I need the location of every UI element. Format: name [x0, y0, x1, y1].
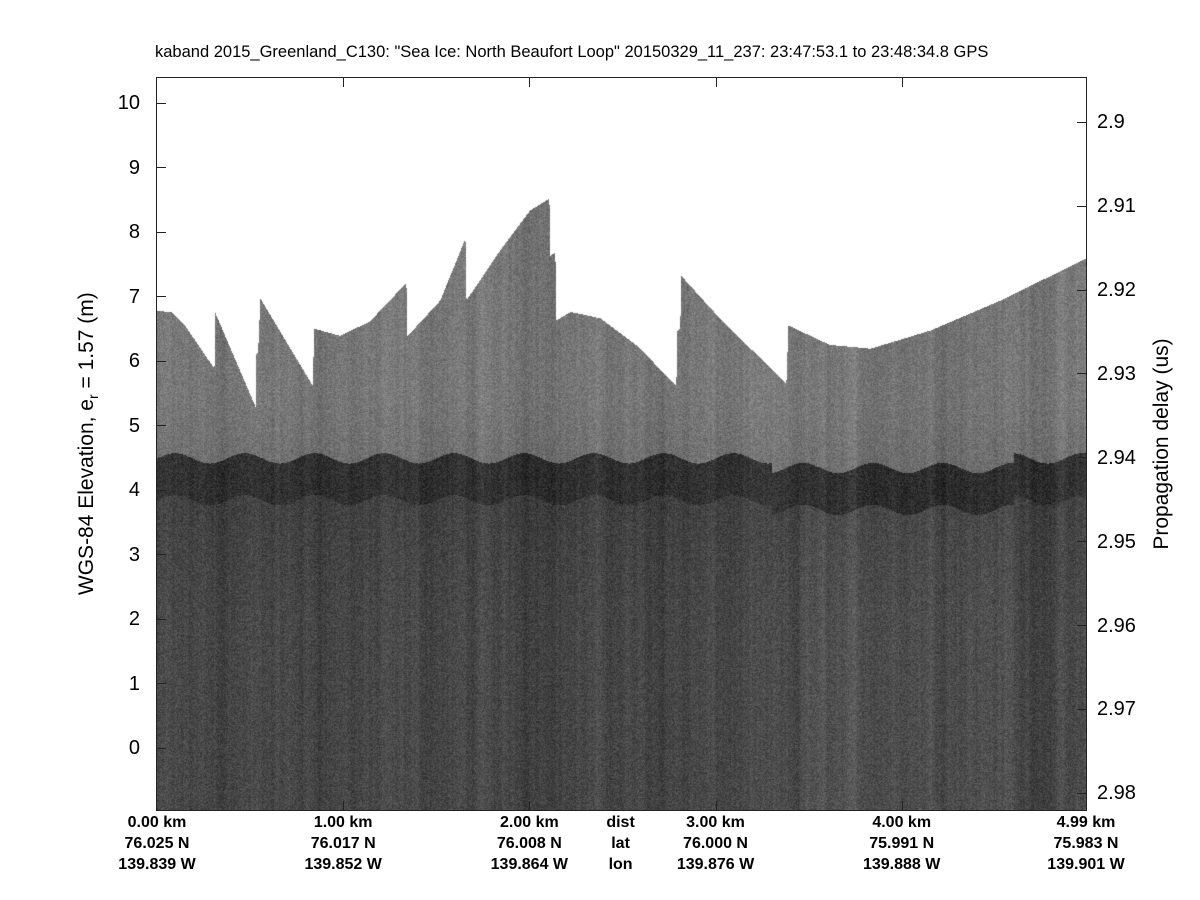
y-tick — [157, 231, 166, 233]
x-label-lat: 76.025 N — [124, 835, 190, 852]
x-label-lat: 76.000 N — [683, 835, 748, 852]
y2-tick-label: 2.96 — [1097, 614, 1136, 637]
y-tick-label: 4 — [128, 479, 140, 502]
y2-tick — [1077, 205, 1086, 207]
x-label-dist: 4.00 km — [872, 814, 932, 831]
x-label-lon: 139.864 W — [490, 856, 569, 873]
y-tick — [157, 425, 166, 427]
y-axis-label-subscript: r — [85, 394, 102, 399]
x-label-dist: 1.00 km — [313, 814, 373, 831]
y-axis-label: WGS-84 Elevation, er = 1.57 (m) — [74, 292, 102, 596]
y2-tick-label: 2.93 — [1097, 362, 1136, 385]
y-tick-label: 0 — [128, 737, 140, 760]
y-tick-label: 1 — [128, 672, 140, 695]
x-label-lon: 139.901 W — [1047, 856, 1125, 873]
y-tick-label: 6 — [128, 350, 140, 373]
y2-tick-label: 2.92 — [1097, 279, 1136, 302]
y-tick — [157, 489, 166, 491]
x-tick-top — [901, 78, 903, 87]
x-label-lon: 139.852 W — [304, 856, 382, 873]
x-label-column: 3.00 km 76.000 N 139.876 W — [646, 812, 786, 875]
chart-title: kaband 2015_Greenland_C130: "Sea Ice: No… — [155, 43, 989, 61]
y2-tick — [1077, 541, 1086, 543]
x-label-column: 0.00 km 76.025 N 139.839 W — [87, 812, 227, 875]
y2-tick — [1077, 625, 1086, 627]
x-tick-top — [715, 78, 717, 87]
y-tick-label: 3 — [128, 543, 140, 566]
x-label-dist: 2.00 km — [499, 814, 559, 831]
x-label-column: dist lat lon — [551, 812, 691, 875]
echogram-image — [157, 78, 1086, 810]
y-tick-label: 8 — [128, 221, 140, 244]
y2-tick — [1077, 121, 1086, 123]
y-tick-label: 9 — [128, 156, 140, 179]
y-axis-label-suffix: = 1.57 (m) — [74, 292, 98, 395]
x-label-lat: 76.008 N — [496, 835, 562, 852]
x-label-lon: 139.888 W — [862, 856, 941, 873]
y2-tick — [1077, 457, 1086, 459]
x-label-lat: 76.017 N — [310, 835, 376, 852]
y-axis-label-prefix: WGS-84 Elevation, e — [74, 399, 98, 596]
y2-tick-label: 2.95 — [1097, 530, 1136, 553]
y2-tick — [1077, 708, 1086, 710]
y2-tick-label: 2.91 — [1097, 195, 1136, 218]
y-tick — [157, 683, 166, 685]
y-tick — [157, 167, 166, 169]
x-label-lat: 75.991 N — [869, 835, 935, 852]
x-label-column: 2.00 km 76.008 N 139.864 W — [459, 812, 599, 875]
x-label-lon: 139.839 W — [118, 856, 196, 873]
y-tick — [157, 618, 166, 620]
y-tick — [157, 554, 166, 556]
y-tick — [157, 296, 166, 298]
y-tick-label: 2 — [128, 608, 140, 631]
y2-tick — [1077, 373, 1086, 375]
x-label-column: 4.99 km 75.983 N 139.901 W — [1016, 812, 1156, 875]
x-label-lat: 75.983 N — [1053, 835, 1119, 852]
y-tick — [157, 360, 166, 362]
x-tick-bottom — [715, 801, 717, 810]
y2-tick-label: 2.94 — [1097, 446, 1136, 469]
y2-tick-label: 2.9 — [1097, 111, 1125, 134]
y-tick — [157, 747, 166, 749]
x-label-dist: 0.00 km — [127, 814, 187, 831]
y2-axis-label: Propagation delay (us) — [1150, 338, 1173, 550]
x-tick-bottom — [343, 801, 345, 810]
y2-tick-label: 2.97 — [1097, 698, 1136, 721]
x-label-column: 1.00 km 76.017 N 139.852 W — [273, 812, 413, 875]
x-label-lon: lon — [608, 856, 633, 873]
y2-tick-label: 2.98 — [1097, 782, 1136, 805]
y-tick-label: 7 — [128, 285, 140, 308]
x-tick-bottom — [529, 801, 531, 810]
x-label-dist: 3.00 km — [686, 814, 745, 831]
y2-tick — [1077, 289, 1086, 291]
x-tick-top — [529, 78, 531, 87]
y-tick — [157, 102, 166, 104]
x-tick-top — [343, 78, 345, 87]
x-label-dist: 4.99 km — [1056, 814, 1116, 831]
y2-tick — [1077, 792, 1086, 794]
x-label-column: 4.00 km 75.991 N 139.888 W — [832, 812, 972, 875]
y-tick-label: 10 — [117, 92, 140, 115]
x-tick-bottom — [901, 801, 903, 810]
echogram-plot-area — [157, 78, 1086, 810]
y-tick-label: 5 — [128, 414, 140, 437]
x-label-dist: dist — [606, 814, 635, 831]
x-label-lat: lat — [611, 835, 630, 852]
x-label-lon: 139.876 W — [676, 856, 755, 873]
